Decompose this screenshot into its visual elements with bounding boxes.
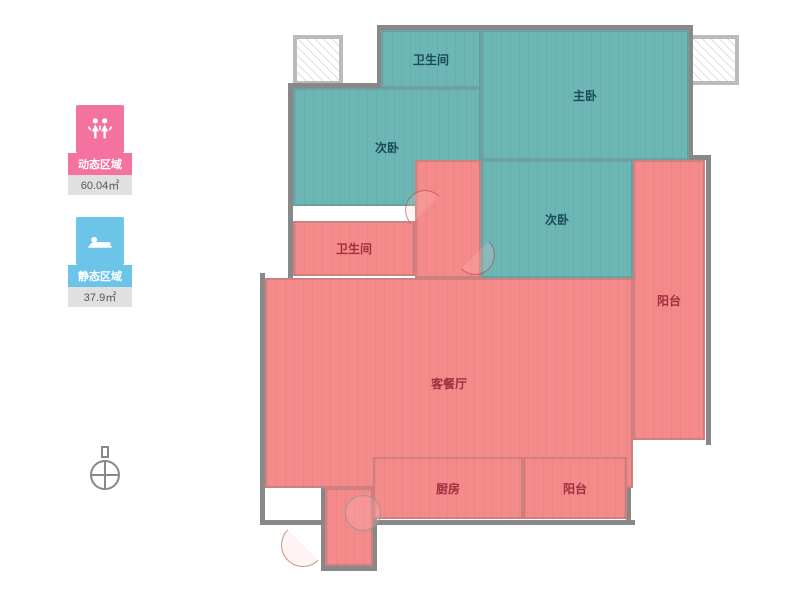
room-label: 阳台 [653,290,685,311]
sleep-icon [76,217,124,265]
floorplan: 卫生间主卧次卧次卧卫生间客餐厅阳台厨房阳台 [255,25,745,580]
room-label: 厨房 [432,478,464,499]
legend-panel: 动态区域 60.04㎡ 静态区域 37.9㎡ [60,105,140,329]
room-kitchen: 厨房 [373,457,523,519]
legend-dynamic-value: 60.04㎡ [68,175,132,195]
balcony-decoration [293,35,343,85]
compass-icon [85,445,125,493]
room-label: 阳台 [559,478,591,499]
room-label: 卫生间 [332,238,376,259]
room-label: 主卧 [569,85,601,106]
legend-static-value: 37.9㎡ [68,287,132,307]
room-label: 客餐厅 [427,373,471,394]
room-label: 次卧 [541,209,573,230]
balcony-decoration [689,35,739,85]
room-label: 次卧 [371,137,403,158]
room-master_bed: 主卧 [481,30,689,160]
legend-dynamic: 动态区域 60.04㎡ [60,105,140,195]
room-balcony_r: 阳台 [633,160,705,440]
room-bathroom_mid: 卫生间 [293,221,415,276]
legend-static-label: 静态区域 [68,265,132,287]
legend-dynamic-label: 动态区域 [68,153,132,175]
room-bathroom_top: 卫生间 [381,30,481,88]
room-balcony_b: 阳台 [523,457,627,519]
door-icon [345,495,381,531]
room-label: 卫生间 [409,49,453,70]
legend-static: 静态区域 37.9㎡ [60,217,140,307]
room-second_bed_r: 次卧 [481,160,633,278]
door-icon [281,523,325,567]
people-icon [76,105,124,153]
